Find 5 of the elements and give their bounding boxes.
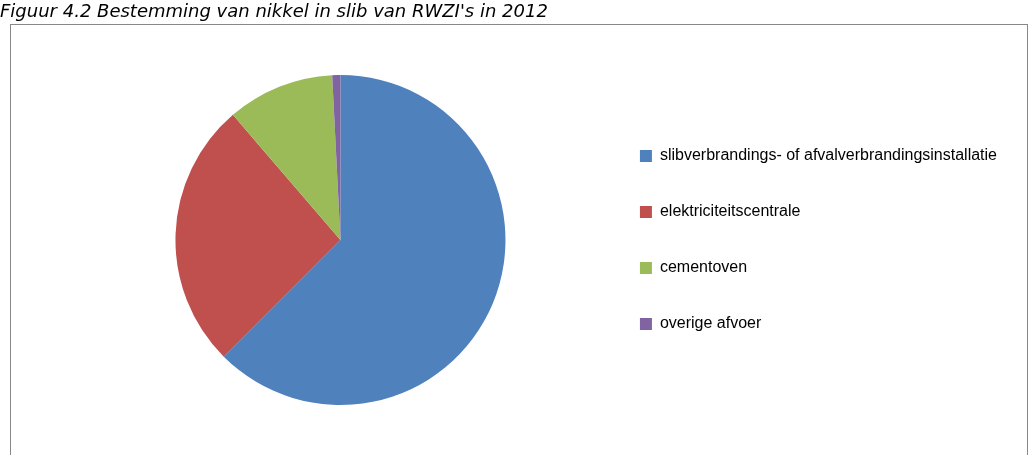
legend-label: cementoven [659,258,748,276]
chart-title: Figuur 4.2 Bestemming van nikkel in slib van RWZI's in 2012 [0,0,548,21]
legend-label: slibverbrandings- of afvalverbrandingsinstallatie [659,146,998,164]
legend-label: elektriciteitscentrale [659,202,801,220]
legend-label: overige afvoer [659,314,762,332]
